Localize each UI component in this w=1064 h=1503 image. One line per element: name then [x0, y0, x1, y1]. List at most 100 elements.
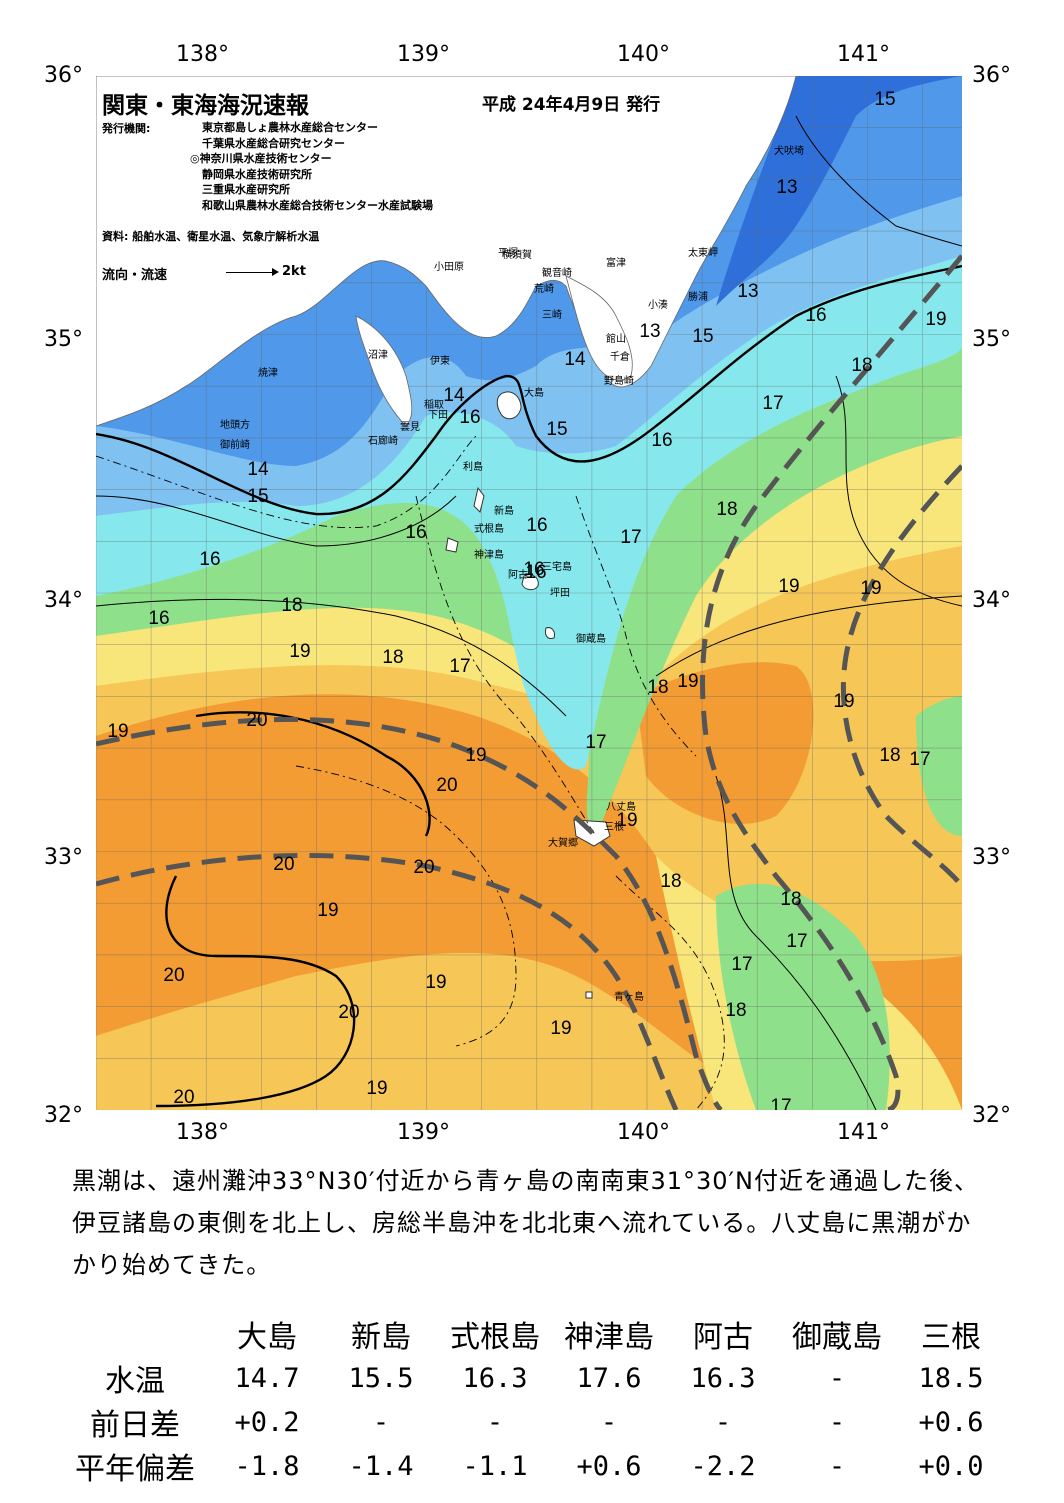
table-cell: -	[372, 1406, 390, 1438]
isotherm-label: 16	[651, 430, 673, 451]
map-canvas	[96, 76, 962, 1110]
issuer-label: 発行機関:	[102, 122, 151, 135]
isotherm-label: 17	[770, 1096, 792, 1110]
table-cell: 17.6	[576, 1362, 642, 1394]
column-header: 阿古	[693, 1320, 753, 1355]
isotherm-label: 17	[585, 732, 607, 753]
band-13	[716, 76, 962, 306]
isotherm-label: 19	[550, 1018, 572, 1039]
isotherm-label: 18	[716, 499, 738, 520]
isotherm-label: 19	[107, 721, 129, 742]
lon-label-top-140: 140°	[617, 42, 670, 67]
isotherm-label: 20	[436, 775, 458, 796]
place-label: 太東岬	[688, 248, 718, 259]
island-aogashima	[585, 991, 593, 999]
issuer-1: 東京都島しょ農林水産総合センター	[202, 121, 378, 134]
place-label: 荒崎	[534, 284, 554, 295]
column-header: 大島	[237, 1320, 297, 1355]
grid	[96, 76, 962, 1110]
isotherm-label: 19	[425, 972, 447, 993]
isotherm-label: 18	[281, 595, 303, 616]
table-cell: +0.0	[918, 1450, 984, 1482]
isotherm-label: 19	[925, 309, 947, 330]
table-cell: -	[714, 1406, 732, 1438]
lat-label-left-36: 36°	[44, 63, 83, 88]
table-cell: +0.6	[918, 1406, 984, 1438]
isotherm-label: 18	[851, 355, 873, 376]
place-label: 三崎	[542, 310, 562, 321]
column-header: 新島	[351, 1320, 411, 1355]
issuer-6: 和歌山県農林水産総合技術センター水産試験場	[202, 198, 433, 212]
place-label: 小田原	[434, 262, 464, 273]
isotherm-label: 18	[382, 647, 404, 668]
table-cell: -1.8	[234, 1450, 300, 1482]
place-label: 式根島	[474, 524, 504, 535]
isotherm-label: 14	[247, 459, 269, 480]
table-cell: 15.5	[348, 1362, 414, 1394]
row-label: 前日差	[90, 1408, 180, 1443]
isotherm-label: 19	[833, 691, 855, 712]
lat-label-right-35: 35°	[972, 327, 1011, 352]
table-header-row: 大島 新島 式根島 神津島 阿古 御蔵島 三根	[60, 1312, 1008, 1356]
table-cell: -	[486, 1406, 504, 1438]
isotherm-label: 17	[786, 931, 808, 952]
table-cell: -	[828, 1450, 846, 1482]
table-cell: 14.7	[234, 1362, 300, 1394]
place-label: 青ヶ島	[614, 992, 644, 1003]
issuer-3: ◎神奈川県水産技術センター	[190, 152, 332, 165]
kuroshio-summary: 黒潮は、遠州灘沖33°N30′付近から青ヶ島の南南東31°30′N付近を通過した…	[72, 1167, 979, 1279]
place-label: 焼津	[258, 368, 278, 379]
isotherm-label: 17	[762, 393, 784, 414]
isotherm-label: 16	[148, 608, 170, 629]
isotherm-label: 19	[289, 641, 311, 662]
table-cell: 18.5	[918, 1362, 984, 1394]
place-label: 犬吠埼	[774, 146, 804, 157]
place-label: 利島	[463, 462, 483, 473]
table-cell: +0.2	[234, 1406, 300, 1438]
isotherm-label: 20	[273, 854, 295, 875]
isotherm-label: 13	[776, 177, 798, 198]
lat-label-left-35: 35°	[44, 327, 83, 352]
place-label: 御蔵島	[576, 634, 606, 645]
isotherm-label: 18	[879, 745, 901, 766]
isotherm-label: 13	[737, 281, 759, 302]
row-label: 平年偏差	[75, 1452, 195, 1487]
isotherm-label: 20	[246, 710, 268, 731]
table-cell: -1.4	[348, 1450, 414, 1482]
isotherm-label: 17	[449, 656, 471, 677]
place-label: 雲見	[400, 422, 420, 433]
lon-label-top-141: 141°	[837, 42, 890, 67]
lon-label-bottom-140: 140°	[617, 1120, 670, 1145]
land-boso	[565, 275, 633, 381]
lon-label-bottom-138: 138°	[176, 1120, 229, 1145]
column-header: 三根	[921, 1320, 981, 1355]
place-label: 平塚	[498, 248, 518, 259]
isotherm-label: 17	[731, 954, 753, 975]
lat-label-right-33: 33°	[972, 845, 1011, 870]
table-cell: -2.2	[690, 1450, 756, 1482]
table-row: 水温 14.7 15.5 16.3 17.6 16.3 - 18.5	[60, 1356, 1008, 1400]
isotherm-label: 17	[620, 527, 642, 548]
place-label: 館山	[606, 334, 626, 345]
place-label: 下田	[428, 410, 448, 421]
place-label: 勝浦	[688, 292, 708, 303]
isotherm-label: 16	[459, 407, 481, 428]
table-cell: -1.1	[462, 1450, 528, 1482]
isotherm-label: 13	[639, 321, 661, 342]
lat-label-right-36: 36°	[972, 63, 1011, 88]
table-corner	[60, 1312, 210, 1356]
place-label: 三宅島	[542, 562, 572, 573]
isotherm-label: 16	[405, 522, 427, 543]
isotherm-label: 15	[874, 89, 896, 110]
isotherm-bold	[96, 264, 962, 1108]
place-label: 沼津	[368, 350, 388, 361]
lon-label-bottom-141: 141°	[837, 1120, 890, 1145]
isotherm-label: 20	[413, 857, 435, 878]
isotherm-label: 14	[564, 349, 586, 370]
table-cell: -	[600, 1406, 618, 1438]
place-label: 小湊	[648, 300, 668, 311]
place-label: 野島崎	[604, 376, 634, 387]
island-kozushima	[445, 537, 459, 553]
isotherm-label: 18	[780, 889, 802, 910]
isotherm-label: 19	[366, 1078, 388, 1099]
